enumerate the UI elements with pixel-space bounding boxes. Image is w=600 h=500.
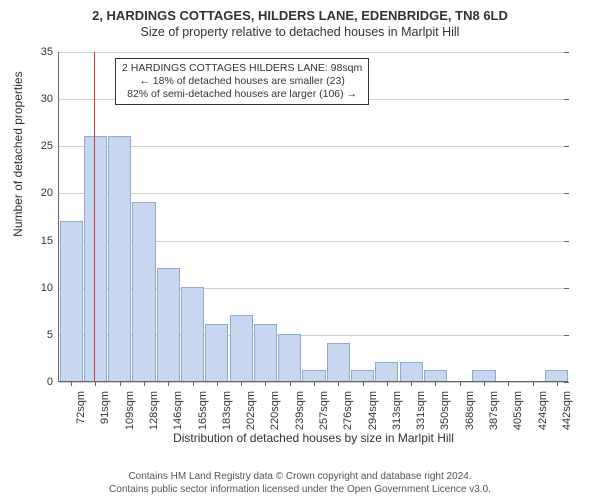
bar	[351, 370, 374, 381]
bar	[254, 324, 277, 381]
y-tick-label: 35	[41, 46, 59, 58]
y-tick-label: 25	[41, 140, 59, 152]
x-tick-label: 183sqm	[221, 387, 233, 430]
y-tick-label: 15	[41, 235, 59, 247]
bar	[545, 370, 568, 381]
bar	[424, 370, 447, 381]
x-tick-label: 109sqm	[124, 387, 136, 430]
x-tick-mark	[120, 381, 121, 386]
bar	[302, 370, 325, 381]
x-tick-label: 424sqm	[537, 387, 549, 430]
footer-line1: Contains HM Land Registry data © Crown c…	[0, 471, 600, 484]
x-tick-mark	[144, 381, 145, 386]
x-tick-mark	[95, 381, 96, 386]
x-tick-label: 350sqm	[439, 387, 451, 430]
x-tick-mark	[265, 381, 266, 386]
x-tick-mark	[411, 381, 412, 386]
x-tick-label: 146sqm	[172, 387, 184, 430]
x-tick-mark	[533, 381, 534, 386]
annotation-box: 2 HARDINGS COTTAGES HILDERS LANE: 98sqm …	[115, 58, 369, 105]
y-tick-mark	[564, 382, 569, 383]
footer-attribution: Contains HM Land Registry data © Crown c…	[0, 471, 600, 496]
x-tick-label: 442sqm	[561, 387, 573, 430]
x-tick-mark	[435, 381, 436, 386]
x-tick-label: 331sqm	[415, 387, 427, 430]
annotation-line3: 82% of semi-detached houses are larger (…	[122, 88, 362, 101]
x-tick-label: 294sqm	[367, 387, 379, 430]
x-tick-label: 239sqm	[294, 387, 306, 430]
x-tick-mark	[241, 381, 242, 386]
x-tick-label: 91sqm	[99, 387, 111, 424]
y-tick-label: 20	[41, 187, 59, 199]
x-tick-label: 165sqm	[197, 387, 209, 430]
x-tick-mark	[338, 381, 339, 386]
bar	[60, 221, 83, 381]
x-tick-label: 202sqm	[245, 387, 257, 430]
chart-title-block: 2, HARDINGS COTTAGES, HILDERS LANE, EDEN…	[0, 0, 600, 39]
x-tick-mark	[557, 381, 558, 386]
bar	[327, 343, 350, 381]
y-tick-label: 10	[41, 282, 59, 294]
x-tick-mark	[508, 381, 509, 386]
x-tick-label: 220sqm	[269, 387, 281, 430]
x-tick-mark	[314, 381, 315, 386]
reference-line	[94, 52, 95, 381]
annotation-line1: 2 HARDINGS COTTAGES HILDERS LANE: 98sqm	[122, 62, 362, 75]
bar	[181, 287, 204, 381]
x-tick-label: 276sqm	[342, 387, 354, 430]
chart-title-line2: Size of property relative to detached ho…	[0, 25, 600, 39]
bar	[400, 362, 423, 381]
annotation-line2: ← 18% of detached houses are smaller (23…	[122, 75, 362, 88]
x-tick-label: 72sqm	[75, 387, 87, 424]
footer-line2: Contains public sector information licen…	[0, 484, 600, 497]
x-tick-label: 405sqm	[512, 387, 524, 430]
x-tick-mark	[290, 381, 291, 386]
x-tick-mark	[460, 381, 461, 386]
y-tick-label: 5	[47, 329, 59, 341]
chart-title-line1: 2, HARDINGS COTTAGES, HILDERS LANE, EDEN…	[0, 8, 600, 23]
x-tick-mark	[193, 381, 194, 386]
x-tick-mark	[363, 381, 364, 386]
x-tick-mark	[217, 381, 218, 386]
x-tick-mark	[387, 381, 388, 386]
bar	[84, 136, 107, 381]
y-tick-label: 0	[47, 376, 59, 388]
bar	[472, 370, 495, 381]
x-tick-label: 368sqm	[464, 387, 476, 430]
bar	[230, 315, 253, 381]
bar	[278, 334, 301, 381]
y-axis-label: Number of detached properties	[11, 71, 25, 236]
plot-region: 05101520253035 72sqm91sqm109sqm128sqm146…	[58, 52, 568, 382]
bar	[132, 202, 155, 381]
bar	[205, 324, 228, 381]
x-tick-mark	[484, 381, 485, 386]
chart-area: 05101520253035 72sqm91sqm109sqm128sqm146…	[58, 52, 568, 422]
x-tick-label: 387sqm	[488, 387, 500, 430]
x-tick-label: 128sqm	[148, 387, 160, 430]
x-tick-mark	[168, 381, 169, 386]
bar	[108, 136, 131, 381]
y-tick-label: 30	[41, 93, 59, 105]
x-tick-label: 257sqm	[318, 387, 330, 430]
x-tick-mark	[71, 381, 72, 386]
x-tick-label: 313sqm	[391, 387, 403, 430]
bar	[375, 362, 398, 381]
bar	[157, 268, 180, 381]
x-axis-label: Distribution of detached houses by size …	[173, 431, 454, 445]
